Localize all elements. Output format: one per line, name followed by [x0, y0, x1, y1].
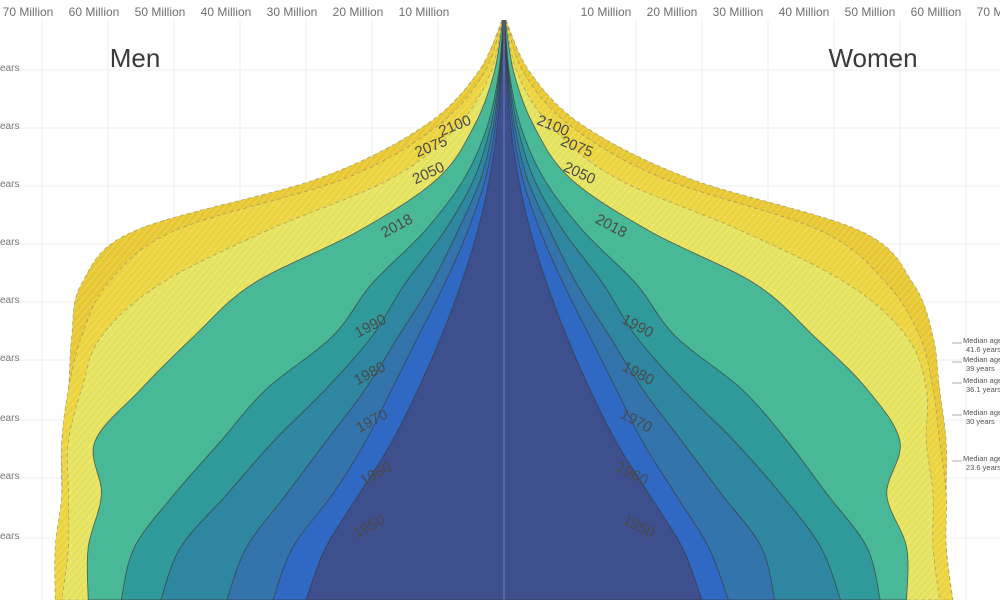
x-axis-ticks: 70 Million 60 Million 50 Million 40 Million… — [3, 5, 1000, 19]
age-label: ears — [0, 295, 19, 306]
median-age-label: Median age — [963, 408, 1000, 417]
median-age-label: Median age — [963, 336, 1000, 345]
median-age-value: 41.6 years — [966, 345, 1000, 354]
x-tick-right: 60 Million — [911, 5, 962, 19]
age-label: ears — [0, 121, 19, 132]
age-label: ears — [0, 413, 19, 424]
x-tick-right: 70 Million — [977, 5, 1000, 19]
x-tick-left: 20 Million — [333, 5, 384, 19]
age-label: ears — [0, 237, 19, 248]
x-tick-right: 10 Million — [581, 5, 632, 19]
age-label: ears — [0, 471, 19, 482]
x-tick-left: 50 Million — [135, 5, 186, 19]
x-tick-left: 10 Million — [399, 5, 450, 19]
x-tick-right: 30 Million — [713, 5, 764, 19]
age-label: ears — [0, 63, 19, 74]
population-areas — [54, 20, 954, 600]
men-label: Men — [110, 43, 161, 73]
age-label: ears — [0, 179, 19, 190]
median-age-label: Median age — [963, 376, 1000, 385]
age-label: ears — [0, 353, 19, 364]
area-men-1950 — [305, 20, 505, 600]
median-age-label: Median age — [963, 355, 1000, 364]
median-age-value: 30 years — [966, 417, 995, 426]
x-tick-right: 40 Million — [779, 5, 830, 19]
median-age-value: 39 years — [966, 364, 995, 373]
median-age-value: 36.1 years — [966, 385, 1000, 394]
median-age-label: Median age — [963, 454, 1000, 463]
women-label: Women — [828, 43, 917, 73]
x-tick-left: 30 Million — [267, 5, 318, 19]
median-age-value: 23.6 years — [966, 463, 1000, 472]
age-axis-labels: ears ears ears ears ears ears ears ears ears — [0, 63, 19, 542]
area-women-1950 — [503, 20, 703, 600]
age-label: ears — [0, 531, 19, 542]
x-tick-left: 40 Million — [201, 5, 252, 19]
x-tick-right: 50 Million — [845, 5, 896, 19]
x-tick-left: 60 Million — [69, 5, 120, 19]
x-tick-right: 20 Million — [647, 5, 698, 19]
x-tick-left: 70 Million — [3, 5, 54, 19]
